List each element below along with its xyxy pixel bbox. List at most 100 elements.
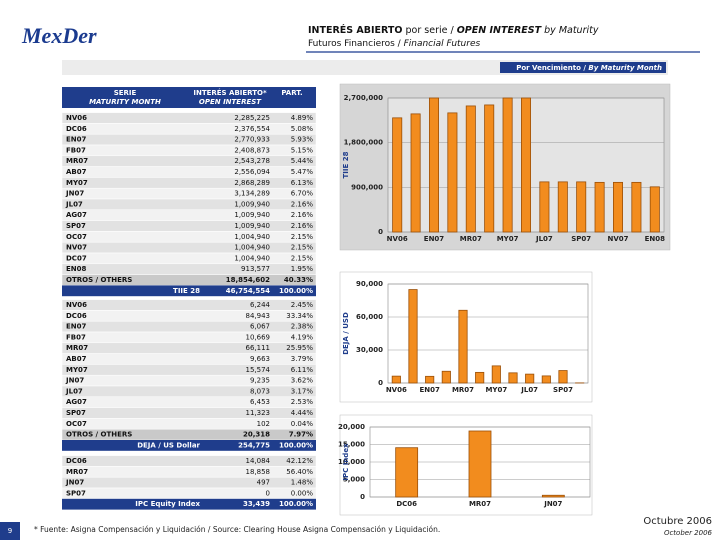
row-share: 3.62% (291, 377, 314, 385)
x-tick-label: JL07 (535, 235, 553, 243)
y-tick-label: 900,000 (351, 183, 383, 191)
y-tick-label: 0 (378, 379, 383, 387)
row-share: 33.34% (286, 312, 313, 320)
total-value: 254,775 (238, 441, 270, 449)
table-row-bg (61, 231, 317, 243)
total-row-bg (62, 498, 316, 510)
row-label: NV06 (66, 114, 87, 122)
row-label: MR07 (66, 157, 88, 165)
row-value: 2,868,289 (234, 179, 270, 187)
title-part: por serie / (406, 25, 455, 36)
date-en: October 2006 (664, 529, 713, 537)
table-row-bg (61, 407, 317, 419)
bar (539, 181, 550, 233)
row-label: DC06 (66, 125, 87, 133)
row-label: NV06 (66, 301, 87, 309)
x-tick-label: JL07 (520, 386, 538, 394)
row-value: 2,376,554 (234, 125, 270, 133)
row-value: 18,854,602 (226, 276, 270, 284)
y-tick-label: 20,000 (338, 423, 365, 431)
y-tick-label: 30,000 (356, 346, 383, 354)
bar (392, 117, 403, 233)
total-row-bg (62, 440, 316, 451)
row-share: 2.38% (291, 323, 314, 331)
row-share: 7.97% (289, 431, 313, 439)
row-value: 6,453 (250, 398, 270, 406)
table-row-bg (61, 353, 317, 365)
row-share: 0.00% (291, 489, 314, 497)
row-label: OC07 (66, 233, 87, 241)
charts: 0 900,000 1,800,000 2,700,000 TIIE 28 NV06 EN0… (338, 83, 671, 516)
plot-area (387, 283, 589, 384)
row-share: 5.47% (291, 168, 314, 176)
x-tick-label: MR07 (469, 500, 491, 508)
bar (576, 181, 587, 233)
y-tick-label: 15,000 (338, 441, 365, 449)
y-tick-label: 0 (378, 228, 383, 236)
row-share: 0.04% (291, 420, 314, 428)
row-share: 2.45% (291, 301, 314, 309)
table-row-bg (61, 155, 317, 167)
row-label: FB07 (66, 146, 86, 154)
row-share: 5.08% (291, 125, 314, 133)
row-share: 3.17% (291, 387, 314, 395)
table-row-bg (61, 487, 317, 500)
row-value: 1,004,940 (234, 244, 270, 252)
total-label: TIIE 28 (173, 287, 200, 295)
column-header: OPEN INTEREST (199, 98, 262, 106)
row-label: JN07 (65, 377, 84, 385)
table-row-bg (61, 364, 317, 376)
row-value: 913,577 (241, 265, 270, 273)
row-value: 10,669 (246, 333, 271, 341)
table-row-bg (61, 241, 317, 254)
table-row-bg (61, 263, 317, 275)
row-value: 18,858 (246, 468, 271, 476)
row-value: 9,663 (250, 355, 270, 363)
table-row-bg (61, 455, 317, 467)
row-share: 6.70% (291, 190, 314, 198)
banner-part: Por Vencimiento / (516, 64, 586, 72)
x-tick-label: EN07 (419, 386, 440, 394)
row-label: SP07 (66, 409, 86, 417)
row-value: 1,009,940 (234, 222, 270, 230)
y-tick-label: 60,000 (356, 313, 383, 321)
table-row-bg (61, 177, 317, 189)
x-tick-label: NV06 (386, 386, 407, 394)
row-label: JL07 (65, 200, 83, 208)
row-label: DC06 (66, 312, 87, 320)
table-header-bg (62, 87, 316, 108)
row-label: DC07 (66, 254, 87, 262)
table-row-bg (61, 187, 317, 200)
row-value: 497 (257, 479, 270, 487)
row-label: AB07 (66, 355, 87, 363)
row-share: 6.13% (291, 179, 314, 187)
x-tick-label: MR07 (452, 386, 474, 394)
total-value: 46,754,554 (226, 287, 270, 295)
row-label: JN07 (65, 479, 84, 487)
table-row-bg (61, 331, 317, 344)
row-value: 2,543,278 (234, 157, 270, 165)
row-label: EN07 (66, 136, 87, 144)
subtitle-part: Financial Futures (404, 39, 481, 49)
bar (465, 105, 476, 233)
table-row-bg (61, 374, 317, 387)
bar (410, 113, 421, 233)
row-label: SP07 (66, 489, 86, 497)
row-share: 2.16% (291, 200, 314, 208)
page-box (0, 522, 20, 540)
logo: MexDer (21, 23, 97, 48)
bar (447, 112, 458, 233)
column-header: SERIE (114, 89, 137, 97)
total-share: 100.00% (279, 500, 313, 508)
row-value: 0 (266, 489, 270, 497)
row-value: 6,067 (250, 323, 270, 331)
row-share: 5.44% (291, 157, 314, 165)
row-share: 5.93% (291, 136, 314, 144)
bar (541, 375, 551, 384)
table-row-bg (61, 342, 317, 354)
table-row-bg (61, 198, 317, 211)
row-label: DC06 (66, 457, 87, 465)
x-tick-label: SP07 (571, 235, 591, 243)
row-value: 8,073 (250, 387, 270, 395)
